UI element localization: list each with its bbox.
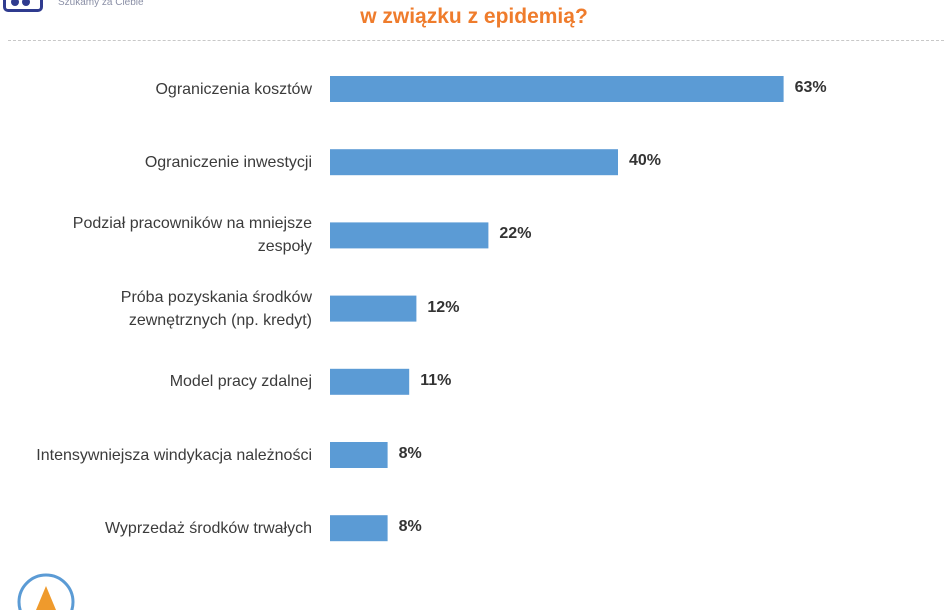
value-label: 40% <box>629 152 662 170</box>
bar-5 <box>330 368 410 395</box>
chart-title: w związku z epidemią? <box>360 5 588 28</box>
value-label: 8% <box>398 445 422 462</box>
bar-3 <box>330 222 489 249</box>
category-label: Ograniczenie inwestycji <box>144 153 312 171</box>
logo-frame <box>3 0 43 12</box>
bar-6 <box>330 442 388 468</box>
category-label: Intensywniejsza windykacja należności <box>36 446 312 464</box>
bar-7 <box>330 515 388 542</box>
category-label: Próba pozyskania środków zewnętrznych (np… <box>120 288 312 329</box>
category-label: Wyprzedaż środków trwałych <box>104 519 312 537</box>
header-divider <box>8 40 944 41</box>
tagline: Szukamy za Ciebie <box>58 0 144 8</box>
value-label: 8% <box>398 518 422 536</box>
category-label: Model pracy zdalnej <box>169 373 312 391</box>
value-label: 11% <box>420 371 452 389</box>
value-label: 63% <box>794 79 827 96</box>
bars-layer <box>330 76 784 542</box>
footer-badge-icon <box>17 573 75 610</box>
category-label: Podział pracowników na mniejsze zespoły <box>72 215 312 256</box>
bar-4 <box>330 295 417 322</box>
category-label: Ograniczenia kosztów <box>155 80 312 98</box>
bar-2 <box>330 149 618 176</box>
bar-1 <box>330 76 784 102</box>
value-label: 22% <box>499 225 532 243</box>
value-label: 12% <box>427 298 460 316</box>
logo-dots-icon <box>11 0 30 6</box>
